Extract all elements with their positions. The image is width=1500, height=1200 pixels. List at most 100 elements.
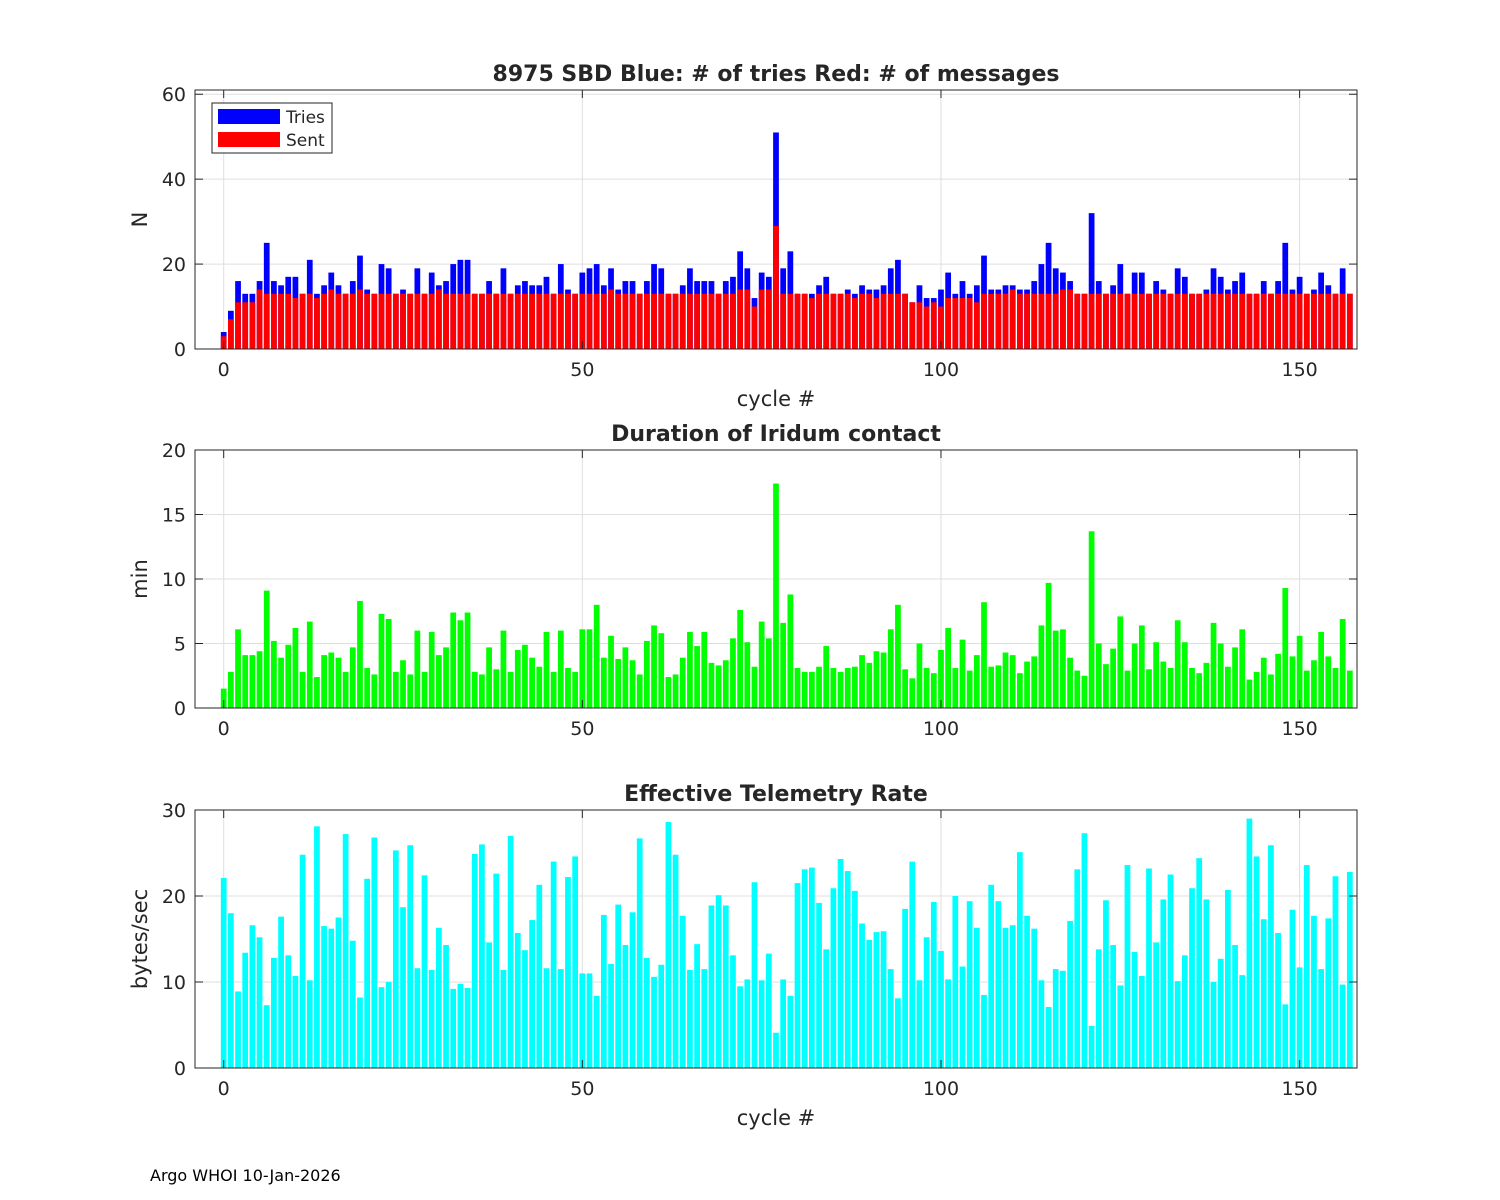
sent-bar-90 <box>866 293 873 349</box>
bar-52 <box>593 604 600 708</box>
sent-bar-144 <box>1253 293 1260 349</box>
bar-89 <box>859 655 865 708</box>
sent-bar-115 <box>1045 293 1052 349</box>
bar-2 <box>235 629 241 708</box>
bar-70 <box>722 660 729 708</box>
sent-bar-2 <box>235 302 241 349</box>
bar-34 <box>464 612 471 708</box>
sent-bar-15 <box>328 289 335 349</box>
sent-bar-154 <box>1325 293 1332 349</box>
bar-86 <box>837 671 844 708</box>
bar-96 <box>909 861 916 1068</box>
bar-41 <box>514 932 521 1068</box>
sent-bar-82 <box>809 298 815 349</box>
bar-56 <box>622 647 629 708</box>
sent-bar-102 <box>952 298 959 349</box>
bar-69 <box>715 895 722 1068</box>
sent-bar-156 <box>1339 293 1346 349</box>
sent-bar-25 <box>400 293 406 349</box>
bar-5 <box>256 937 263 1068</box>
sent-bar-65 <box>687 293 693 349</box>
legend-label-sent: Sent <box>286 131 325 151</box>
bar-35 <box>471 671 478 708</box>
bar-139 <box>1217 643 1224 708</box>
bar-30 <box>436 655 442 708</box>
bar-18 <box>349 940 356 1068</box>
bar-153 <box>1318 969 1325 1068</box>
bar-136 <box>1196 858 1203 1068</box>
sent-bar-39 <box>500 293 507 349</box>
bar-15 <box>328 928 335 1068</box>
sent-bar-91 <box>873 298 880 349</box>
bar-93 <box>887 969 894 1068</box>
bar-7 <box>271 640 277 708</box>
bar-82 <box>809 867 815 1068</box>
sent-bar-4 <box>249 302 256 349</box>
sent-bar-86 <box>837 293 844 349</box>
bar-154 <box>1325 918 1332 1068</box>
bar-33 <box>457 620 464 708</box>
bar-8 <box>278 916 284 1068</box>
bar-89 <box>859 923 865 1068</box>
bar-49 <box>572 671 579 708</box>
sent-bar-98 <box>923 306 930 349</box>
bar-138 <box>1210 982 1217 1068</box>
x-tick-label: 0 <box>218 718 230 740</box>
bar-5 <box>256 651 263 708</box>
sent-bar-113 <box>1031 293 1038 349</box>
bar-94 <box>895 604 901 708</box>
sent-bar-17 <box>342 293 349 349</box>
bar-37 <box>486 942 492 1068</box>
bar-80 <box>794 883 801 1068</box>
sent-bar-73 <box>744 289 751 349</box>
bar-22 <box>378 613 385 708</box>
sent-bar-109 <box>1002 293 1009 349</box>
bar-26 <box>407 674 414 708</box>
sent-bar-61 <box>658 293 665 349</box>
bar-117 <box>1060 629 1066 708</box>
bar-71 <box>730 955 736 1068</box>
sent-bar-136 <box>1196 293 1203 349</box>
sent-bar-95 <box>902 293 908 349</box>
bar-119 <box>1074 670 1081 708</box>
telemetry-rate-panel: 0 50 100 150 0 10 20 30 Effective Telemetry Rate… <box>128 782 1358 1130</box>
bar-48 <box>565 877 571 1068</box>
bar-102 <box>952 896 959 1068</box>
sent-bar-125 <box>1117 293 1124 349</box>
bar-35 <box>471 853 478 1068</box>
bar-134 <box>1181 955 1188 1068</box>
sent-bar-75 <box>758 289 765 349</box>
bar-87 <box>844 871 851 1068</box>
bar-100 <box>938 951 944 1068</box>
bar-27 <box>414 630 421 708</box>
bar-10 <box>292 628 299 708</box>
bar-73 <box>744 642 751 708</box>
bar-24 <box>392 850 399 1068</box>
bar-100 <box>938 649 944 708</box>
sent-bar-14 <box>321 293 327 349</box>
axes-box <box>194 89 1358 350</box>
sent-bar-53 <box>600 293 607 349</box>
bar-116 <box>1052 630 1059 708</box>
bar-17 <box>342 834 349 1068</box>
bar-31 <box>443 945 449 1068</box>
bar-59 <box>644 640 650 708</box>
bar-153 <box>1318 631 1325 708</box>
sent-bar-87 <box>844 293 851 349</box>
bar-126 <box>1124 670 1131 708</box>
bar-122 <box>1095 949 1102 1068</box>
axes-box <box>194 809 1358 1069</box>
bar-85 <box>830 668 837 708</box>
bar-53 <box>600 657 607 708</box>
bar-12 <box>306 980 313 1068</box>
sent-bar-48 <box>565 293 571 349</box>
sent-bar-38 <box>493 293 500 349</box>
bar-108 <box>995 665 1002 708</box>
bar-92 <box>880 931 887 1068</box>
bar-144 <box>1253 856 1260 1068</box>
bar-127 <box>1131 643 1138 708</box>
sent-bar-34 <box>464 293 471 349</box>
sent-bar-135 <box>1189 293 1195 349</box>
bar-66 <box>694 646 700 708</box>
bar-95 <box>902 908 908 1068</box>
